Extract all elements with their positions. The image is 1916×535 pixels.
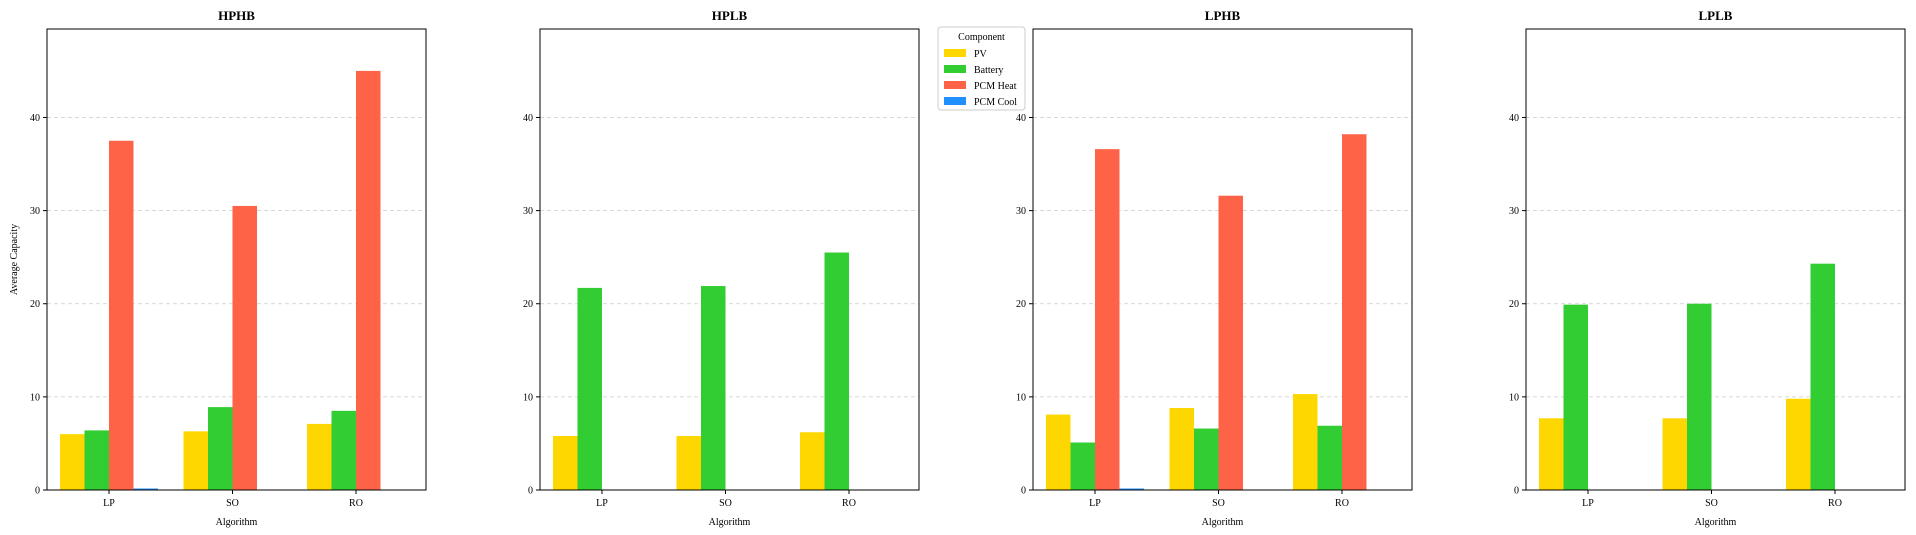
legend-swatch-pv (944, 49, 966, 57)
legend-swatch-pcm-heat (944, 81, 966, 89)
x-tick-label: LP (596, 498, 608, 509)
y-tick-label: 0 (1021, 486, 1026, 497)
legend-box (937, 26, 1026, 111)
bar-hphb-lp-pv (60, 434, 85, 490)
legend-swatch-pcm-cool (944, 97, 966, 105)
y-tick-label: 40 (1509, 113, 1519, 124)
bar-hphb-lp-pcm-cool (133, 488, 158, 490)
bar-hphb-ro-pv (307, 423, 332, 490)
legend-title: Component (958, 32, 1005, 43)
panel-title: LPHB (1205, 8, 1241, 23)
bar-lplb-lp-pv (1539, 418, 1564, 490)
bar-lphb-lp-pv (1046, 414, 1071, 490)
panel-title: LPLB (1699, 8, 1733, 23)
y-tick-label: 40 (523, 113, 533, 124)
bar-hphb-so-pv (183, 431, 208, 490)
panel-hphb: LP SO RO 0 10 20 30 40 HPHB Algorithm Average Capa… (9, 8, 427, 528)
plot-frame (1032, 28, 1413, 491)
x-tick-label: RO (1335, 498, 1349, 509)
x-tick-label: SO (1212, 498, 1225, 509)
y-tick-label: 40 (1016, 113, 1026, 124)
bar-lphb-so-pcm-heat (1218, 195, 1243, 490)
bar-lphb-ro-pcm-heat (1342, 134, 1367, 490)
bar-hphb-lp-pcm-heat (109, 140, 134, 490)
y-tick-label: 10 (523, 392, 533, 403)
legend: Component PV Battery PCM Heat PCM Cool (937, 26, 1026, 111)
x-axis-label: Algorithm (1695, 517, 1737, 528)
bar-hplb-so-pv (676, 435, 701, 490)
legend-label-pcm-heat: PCM Heat (974, 81, 1017, 92)
bar-hplb-lp-battery (577, 287, 602, 490)
bar-lplb-lp-battery (1563, 304, 1588, 490)
bar-lphb-ro-pv (1293, 394, 1318, 490)
panel-title: HPHB (218, 8, 255, 23)
bar-hphb-lp-battery (84, 430, 109, 490)
y-tick-label: 20 (523, 299, 533, 310)
x-tick-label: LP (1089, 498, 1101, 509)
x-tick-label: LP (1582, 498, 1594, 509)
plot-frame (46, 28, 427, 491)
x-tick-label: RO (349, 498, 363, 509)
x-axis-label: Algorithm (216, 517, 258, 528)
bar-hplb-ro-pv (800, 432, 825, 490)
legend-label-battery: Battery (974, 65, 1003, 76)
y-tick-label: 0 (35, 486, 40, 497)
legend-label-pv: PV (974, 49, 988, 60)
plot-frame (1525, 28, 1906, 491)
bar-lphb-lp-pcm-heat (1095, 149, 1120, 490)
y-tick-label: 20 (1509, 299, 1519, 310)
x-axis-label: Algorithm (1202, 517, 1244, 528)
bar-lplb-so-battery (1687, 303, 1712, 490)
bar-lphb-so-battery (1194, 428, 1219, 490)
y-tick-label: 40 (30, 113, 40, 124)
x-tick-label: LP (103, 498, 115, 509)
plot-frame (539, 28, 920, 491)
y-tick-label: 20 (30, 299, 40, 310)
bar-hphb-so-battery (208, 407, 233, 490)
panel-hplb: LP SO RO 0 10 20 30 40 HPLB Algorithm (523, 8, 920, 528)
legend-swatch-battery (944, 65, 966, 73)
x-tick-label: SO (226, 498, 239, 509)
y-tick-label: 0 (528, 486, 533, 497)
bar-lphb-lp-pcm-cool (1119, 488, 1144, 490)
y-tick-label: 10 (30, 392, 40, 403)
bar-lphb-lp-battery (1070, 442, 1095, 490)
y-tick-label: 10 (1509, 392, 1519, 403)
bar-hplb-ro-battery (824, 252, 849, 490)
panel-lplb: LP SO RO 0 10 20 30 40 LPLB Algorithm (1509, 8, 1906, 528)
y-tick-label: 0 (1514, 486, 1519, 497)
bar-hplb-lp-pv (553, 435, 578, 490)
legend-label-pcm-cool: PCM Cool (974, 97, 1017, 108)
bar-lplb-ro-battery (1810, 263, 1835, 490)
bar-lphb-so-pv (1169, 408, 1194, 490)
x-tick-label: RO (842, 498, 856, 509)
y-tick-label: 20 (1016, 299, 1026, 310)
bar-hphb-ro-battery (331, 410, 356, 490)
bar-hplb-so-battery (701, 286, 726, 490)
y-tick-label: 30 (1509, 206, 1519, 217)
x-tick-label: SO (1705, 498, 1718, 509)
panel-title: HPLB (712, 8, 748, 23)
bar-hphb-ro-pcm-heat (356, 70, 381, 490)
y-tick-label: 10 (1016, 392, 1026, 403)
x-tick-label: SO (719, 498, 732, 509)
bar-hphb-so-pcm-heat (232, 205, 257, 490)
y-axis-label: Average Capacity (9, 224, 20, 295)
y-tick-label: 30 (1016, 206, 1026, 217)
x-tick-label: RO (1828, 498, 1842, 509)
bar-lphb-ro-battery (1317, 425, 1342, 490)
x-axis-label: Algorithm (709, 517, 751, 528)
bar-lplb-ro-pv (1786, 398, 1811, 490)
panel-lphb: LP SO RO 0 10 20 30 40 LPHB Algorithm (1016, 8, 1413, 528)
y-tick-label: 30 (30, 206, 40, 217)
bar-lplb-so-pv (1662, 418, 1687, 490)
y-tick-label: 30 (523, 206, 533, 217)
